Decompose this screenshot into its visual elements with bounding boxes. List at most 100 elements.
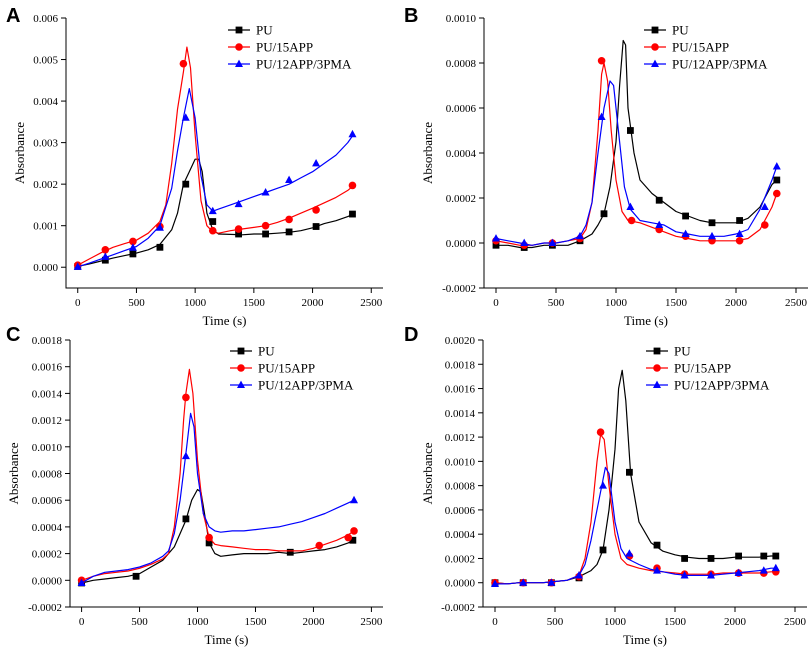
series-pu-12app-3pma [492,80,781,246]
data-point [520,238,529,246]
y-tick-label: 0.0006 [32,495,63,507]
data-point [682,212,689,220]
y-tick-label: 0.0004 [445,529,476,541]
y-tick-label: 0.0006 [446,103,477,115]
legend-marker [653,380,661,388]
data-point [734,568,743,577]
panel-a-letter: A [6,5,20,27]
data-point [208,226,217,235]
x-tick-label: 0 [492,616,498,628]
x-tick-label: 2500 [360,616,383,628]
y-tick-label: 0.000 [33,262,58,274]
data-point [77,578,86,586]
data-point [286,548,294,556]
data-point [209,218,217,225]
x-tick-label: 2500 [784,616,807,628]
legend-label: PU [258,344,275,359]
y-axis-label: Absorbance [12,122,27,184]
series-line [494,434,777,585]
legend-label: PU/12APP/3PMA [672,57,768,72]
data-point [312,223,320,230]
data-point [344,533,353,542]
data-point [285,215,293,224]
y-tick-label: 0.0004 [32,522,63,534]
legend-label: PU/12APP/3PMA [674,378,770,393]
y-tick-label: 0.0004 [446,148,477,160]
data-point [655,220,664,228]
series-line [81,488,355,584]
data-point [597,112,606,120]
series-line [77,88,355,268]
data-point [681,555,688,562]
series-pu [491,369,780,587]
x-axis-label: Time (s) [205,632,249,647]
x-tick-label: 1500 [243,297,266,309]
data-point [597,56,606,65]
y-tick-label: 0.006 [33,13,58,25]
x-tick-label: 1000 [605,297,628,309]
data-point [234,199,243,208]
y-tick-label: 0.0014 [32,388,63,400]
legend-entry: PU/15APP [230,361,315,376]
x-tick-label: 0 [493,297,499,309]
series-pu-12app-3pma [77,412,359,586]
data-point [773,189,781,198]
data-point [132,572,140,580]
panel-b-letter: B [404,5,418,27]
data-point [129,237,137,246]
data-point [735,236,744,245]
x-tick-label: 1000 [187,616,210,628]
data-point [519,578,528,586]
data-point [761,221,769,229]
legend-entry: PU/12APP/3PMA [228,57,352,72]
data-point [261,221,270,230]
data-point [707,571,715,579]
x-tick-label: 500 [131,616,148,628]
legend-entry: PU/12APP/3PMA [230,378,354,393]
legend-entry: PU/15APP [644,40,729,55]
x-tick-label: 0 [75,297,81,309]
data-point [599,481,607,489]
y-axis-label: Absorbance [420,122,435,184]
data-point [101,245,110,254]
data-point [627,216,636,225]
x-tick-label: 1000 [184,297,207,309]
data-point [101,252,110,260]
data-point [492,234,500,242]
legend-entry: PU/12APP/3PMA [646,378,770,393]
data-point [736,217,743,224]
data-point [205,533,213,542]
panel-d: D 0 500 1000 1500 2000 2500 -0.0002 0.0000 0.000… [404,324,807,647]
y-tick-label: 0.0020 [445,335,476,347]
x-tick-label: 0 [79,616,85,628]
legend-label: PU/15APP [674,361,731,376]
legend-entry: PU [230,344,275,359]
series-pu-15app [77,368,358,585]
data-point [773,176,781,184]
legend-label: PU [672,23,689,38]
series-line [81,368,355,581]
data-point [680,571,689,579]
panel-b: B 0 500 1000 1500 2000 2500 -0.0002 0.0000 0.000… [404,5,808,328]
data-point [653,566,661,574]
panel-c: C 0 500 1000 1500 2000 2500 -0.0002 0.0000 0.000… [6,324,383,647]
x-tick-label: 2000 [724,616,747,628]
y-tick-label: 0.0018 [445,359,476,371]
data-point [349,536,357,544]
legend-entry: PU/15APP [228,40,313,55]
legend-marker [237,364,245,372]
legend-marker [235,59,243,67]
series-line [495,466,777,585]
x-axis-label: Time (s) [624,313,668,328]
legend-marker [235,43,243,51]
legend-label: PU [674,344,691,359]
panel-c-letter: C [6,324,20,346]
axis-frame [65,18,383,289]
data-point [182,393,190,402]
data-point [681,229,690,237]
data-point [655,196,663,204]
y-tick-label: 0.0016 [32,362,63,374]
x-tick-label: 1500 [665,297,688,309]
panel-a: A 0 500 1000 1500 2000 2500 0.000 0.001 0.002 0.0… [6,5,383,328]
